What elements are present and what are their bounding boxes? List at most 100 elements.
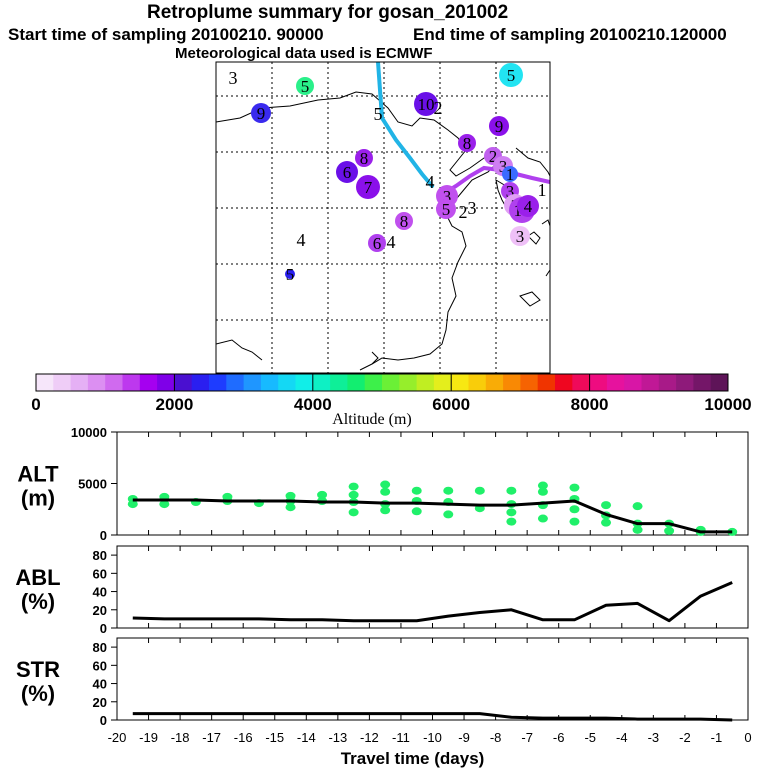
y-tick-label: 40 bbox=[93, 677, 107, 692]
colorbar-cell bbox=[382, 374, 400, 391]
plume-marker: 7 bbox=[356, 175, 380, 199]
plume-marker: 5 bbox=[436, 199, 456, 219]
plume-marker-dot bbox=[499, 63, 523, 87]
altitude-scatter-point bbox=[601, 518, 612, 527]
plume-marker-label: 2 bbox=[489, 147, 498, 166]
panel-ylabel: ABL bbox=[15, 565, 60, 590]
colorbar-cell bbox=[693, 374, 712, 391]
map-gridlines bbox=[216, 62, 550, 373]
y-tick-label: 0 bbox=[100, 621, 107, 636]
plume-marker: 1 bbox=[502, 165, 518, 184]
plume-marker: 4 bbox=[426, 172, 435, 192]
plume-marker-label: 6 bbox=[373, 234, 382, 253]
colorbar-tick-label: 4000 bbox=[294, 395, 332, 414]
plume-marker-label: 4 bbox=[297, 230, 306, 250]
x-tick-label: 0 bbox=[744, 730, 751, 745]
altitude-scatter-point bbox=[380, 480, 391, 489]
panel-alt: 0 5000 10000 ALT(m) bbox=[17, 425, 749, 543]
altitude-scatter-point bbox=[285, 503, 296, 512]
plume-marker-label: 10 bbox=[418, 95, 435, 114]
plume-marker-label: 3 bbox=[468, 198, 477, 218]
plume-marker-dot bbox=[296, 77, 314, 95]
colorbar-cell bbox=[416, 374, 435, 391]
x-tick-label: -3 bbox=[648, 730, 660, 745]
plume-marker-dot bbox=[489, 116, 509, 136]
colorbar-cell bbox=[624, 374, 642, 391]
plume-marker: 8 bbox=[395, 212, 413, 231]
plume-marker-label: 9 bbox=[495, 117, 504, 136]
colorbar-cell bbox=[87, 374, 106, 391]
altitude-scatter-point bbox=[380, 487, 391, 496]
panel-yunit: (%) bbox=[21, 681, 55, 706]
panel-yunit: (%) bbox=[21, 589, 55, 614]
altitude-scatter-point bbox=[537, 487, 548, 496]
plume-marker-label: 3 bbox=[443, 187, 452, 206]
plume-marker-label: 5 bbox=[301, 77, 310, 96]
colorbar-cell bbox=[330, 374, 348, 391]
colorbar-cell bbox=[209, 374, 227, 391]
colorbar-cell bbox=[520, 374, 539, 391]
colorbar-tick-label: 2000 bbox=[155, 395, 193, 414]
y-tick-label: 20 bbox=[93, 695, 107, 710]
plume-marker: 5 bbox=[374, 104, 383, 124]
colorbar-cell bbox=[641, 374, 660, 391]
colorbar-cell bbox=[433, 374, 452, 391]
plume-marker-label: 4 bbox=[524, 197, 533, 216]
plume-marker: 10 bbox=[414, 92, 438, 116]
x-tick-label: -18 bbox=[171, 730, 190, 745]
y-tick-label: 80 bbox=[93, 548, 107, 563]
altitude-scatter-point bbox=[506, 517, 517, 526]
x-tick-label: -9 bbox=[458, 730, 470, 745]
altitude-scatter-point bbox=[348, 490, 359, 499]
x-tick-label: -8 bbox=[490, 730, 502, 745]
x-tick-label: -11 bbox=[392, 730, 410, 745]
plume-marker-dot bbox=[336, 161, 358, 183]
start-time-label: Start time of sampling 20100210. 90000 bbox=[8, 25, 324, 44]
plume-marker: 6 bbox=[336, 161, 358, 183]
plume-marker-label: 3 bbox=[506, 182, 515, 201]
colorbar-cell bbox=[503, 374, 521, 391]
colorbar-cell bbox=[399, 374, 418, 391]
y-tick-label: 60 bbox=[93, 658, 107, 673]
altitude-scatter-point bbox=[443, 510, 454, 519]
y-tick-label: 10000 bbox=[71, 425, 107, 440]
colorbar-tick-label: 0 bbox=[31, 395, 40, 414]
trajectory-purple bbox=[438, 165, 550, 198]
plume-marker-label: 5 bbox=[442, 200, 451, 219]
plume-marker: 4 bbox=[517, 195, 539, 217]
x-tick-label: -10 bbox=[423, 730, 442, 745]
x-tick-label: -4 bbox=[616, 730, 628, 745]
plume-marker-dot bbox=[251, 103, 271, 123]
panel-frame bbox=[116, 637, 749, 721]
plume-marker-label: 3 bbox=[516, 227, 525, 246]
altitude-scatter-point bbox=[474, 486, 485, 495]
y-tick-label: 60 bbox=[93, 566, 107, 581]
panel-yunit: (m) bbox=[21, 486, 55, 511]
x-tick-label: -14 bbox=[297, 730, 316, 745]
altitude-scatter-point bbox=[601, 501, 612, 510]
panel-ylabel: ALT bbox=[17, 462, 59, 487]
colorbar-cell bbox=[278, 374, 296, 391]
altitude-scatter-point bbox=[411, 486, 422, 495]
plume-marker-dot bbox=[458, 134, 476, 152]
plume-marker: 3 bbox=[510, 226, 530, 246]
y-tick-label: 40 bbox=[93, 585, 107, 600]
plume-marker-label: 3 bbox=[229, 68, 238, 88]
plume-marker-label: 8 bbox=[360, 149, 369, 168]
colorbar-cell bbox=[191, 374, 210, 391]
altitude-scatter-point bbox=[285, 491, 296, 500]
colorbar-tick-label: 10000 bbox=[704, 395, 751, 414]
colorbar-cell bbox=[243, 374, 262, 391]
colorbar-cell bbox=[364, 374, 383, 391]
altitude-scatter-point bbox=[537, 481, 548, 490]
plume-marker: 8 bbox=[458, 134, 476, 153]
end-time-label: End time of sampling 20100210.120000 bbox=[413, 25, 727, 44]
colorbar-cell bbox=[451, 374, 469, 391]
plume-marker-label: 8 bbox=[400, 212, 409, 231]
plume-marker-dot bbox=[510, 226, 530, 246]
plume-marker-label: 4 bbox=[387, 232, 396, 252]
altitude-scatter-point bbox=[632, 525, 643, 534]
colorbar-cell bbox=[122, 374, 141, 391]
